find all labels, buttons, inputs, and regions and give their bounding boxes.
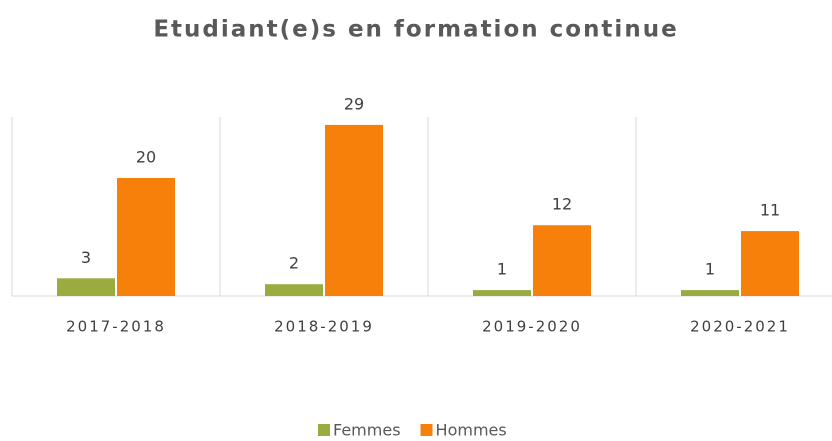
bar <box>681 290 739 296</box>
legend-swatch <box>318 424 330 436</box>
legend-swatch <box>420 424 433 436</box>
data-label: 1 <box>497 260 507 279</box>
bar <box>741 231 799 296</box>
data-label: 3 <box>81 248 91 267</box>
x-tick-label: 2017-2018 <box>66 318 166 336</box>
data-label: 29 <box>344 94 364 113</box>
x-tick-label: 2019-2020 <box>482 318 582 336</box>
bar <box>325 124 383 297</box>
x-tick-label: 2020-2021 <box>690 318 790 336</box>
bar <box>473 290 531 296</box>
data-label: 2 <box>289 254 299 273</box>
bar <box>57 278 115 296</box>
legend-label: Femmes <box>333 421 401 440</box>
data-label: 1 <box>705 260 715 279</box>
chart-title: Etudiant(e)s en formation continue <box>153 17 678 43</box>
x-tick-label: 2018-2019 <box>274 318 374 336</box>
bar <box>117 178 175 296</box>
data-label: 20 <box>136 148 156 167</box>
bar <box>533 225 591 296</box>
data-label: 11 <box>760 201 780 220</box>
bar <box>265 284 323 296</box>
legend-label: Hommes <box>436 421 507 440</box>
data-label: 12 <box>552 195 572 214</box>
